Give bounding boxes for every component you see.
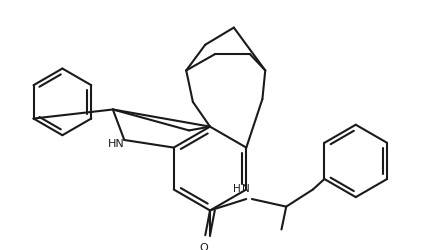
- Text: HN: HN: [108, 138, 125, 148]
- Text: O: O: [199, 242, 208, 250]
- Text: H: H: [233, 183, 240, 193]
- Text: N: N: [242, 183, 250, 193]
